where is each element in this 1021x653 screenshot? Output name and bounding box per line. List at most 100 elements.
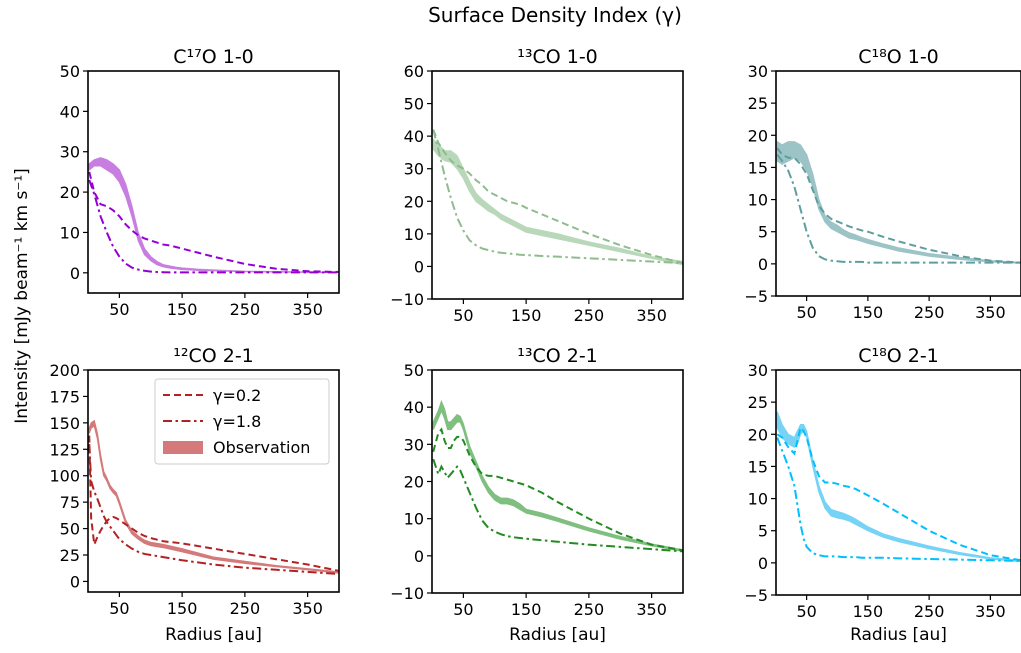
y-tick-label: 40 [404,398,424,417]
panel-title: C¹⁸O 2-1 [858,345,939,367]
axes-frame [431,369,684,594]
observation-band [88,419,339,574]
x-tick-label: 350 [975,303,1006,322]
y-tick-label: 20 [404,192,424,211]
y-tick-label: −10 [390,584,424,603]
y-tick-label: 30 [60,143,80,162]
legend-label: γ=1.8 [213,412,261,431]
y-tick-label: 15 [748,457,768,476]
series-line-gamma-0.2 [776,147,1021,264]
x-tick-label: 250 [914,303,945,322]
x-tick-label: 50 [796,303,816,322]
series-line-gamma-1.8 [776,437,1021,562]
y-tick-label: 25 [748,393,768,412]
axes-frame [431,70,684,300]
panel-plot-area [776,140,1021,264]
x-axis-label: Radius [au] [850,625,947,645]
x-tick-label: 150 [853,602,884,621]
panel-plot-area [776,411,1021,563]
series-line-gamma-1.8 [88,443,339,576]
series-line-gamma-1.8 [776,153,1021,264]
axes-frame [87,70,340,294]
figure-ylabel: Intensity [mJy beam⁻¹ km s⁻¹] [12,168,32,424]
y-tick-label: 0 [414,547,424,566]
y-tick-label: −10 [390,290,424,309]
figure-suptitle: Surface Density Index (γ) [428,3,682,27]
legend-label: γ=0.2 [213,386,261,405]
y-tick-label: 10 [60,223,80,242]
panel-title: ¹³CO 2-1 [517,345,598,367]
x-tick-label: 50 [796,602,816,621]
x-tick-label: 250 [574,306,605,325]
y-tick-label: 50 [404,361,424,380]
axes-frame [775,369,1021,596]
y-tick-label: 0 [70,264,80,283]
x-tick-label: 350 [636,600,667,619]
y-tick-label: 200 [49,361,80,380]
y-tick-label: 10 [748,490,768,509]
y-tick-label: 10 [404,510,424,529]
y-tick-label: 0 [70,572,80,591]
x-tick-label: 350 [292,300,323,319]
panel-title: C¹⁸O 1-0 [858,46,939,68]
legend: γ=0.2 γ=1.8 Observation [154,378,330,465]
y-tick-label: 20 [748,425,768,444]
y-tick-label: 20 [748,126,768,145]
y-tick-label: 60 [404,62,424,81]
x-tick-label: 350 [292,599,323,618]
y-tick-label: 25 [748,94,768,113]
series-line-gamma-1.8 [432,458,683,553]
series-line-gamma-0.2 [88,171,339,274]
y-tick-label: 100 [49,467,80,486]
legend-swatch-observation [163,441,203,454]
y-tick-label: −5 [744,287,768,306]
x-tick-label: 150 [167,300,198,319]
series-line-gamma-0.2 [776,425,1021,562]
y-tick-label: 150 [49,414,80,433]
y-tick-label: 30 [404,160,424,179]
y-tick-label: 25 [60,546,80,565]
x-tick-label: 50 [109,300,129,319]
series-line-gamma-0.2 [432,129,683,265]
x-tick-label: 250 [230,599,261,618]
y-tick-label: 0 [758,554,768,573]
series-line-gamma-0.2 [432,427,683,552]
y-tick-label: 5 [758,522,768,541]
y-tick-label: 30 [748,62,768,81]
panel-6: 50 150 250 350 −5 0 5 10 15 20 25 30 C¹⁸O 2-1 Radius … [744,345,1021,645]
x-tick-label: 150 [853,303,884,322]
y-tick-label: 0 [758,255,768,274]
y-tick-label: 50 [60,520,80,539]
legend-label: Observation [213,438,310,457]
series-line-gamma-1.8 [432,129,683,265]
x-axis-label: Radius [au] [509,625,606,645]
axes-frame [87,369,340,593]
observation-band [432,137,683,266]
x-tick-label: 150 [167,599,198,618]
x-tick-label: 250 [574,600,605,619]
x-axis-label: Radius [au] [165,625,262,645]
y-tick-label: 20 [404,473,424,492]
y-tick-label: 10 [748,191,768,210]
panel-2: 50 150 250 350 −10 0 10 20 30 40 50 60 ¹³CO 1-0 [390,46,684,325]
panel-plot-area [432,399,683,553]
y-tick-label: 50 [60,62,80,81]
y-tick-label: −5 [744,586,768,605]
observation-band [776,411,1021,563]
panel-title: ¹²CO 2-1 [173,345,254,367]
y-tick-label: 0 [414,257,424,276]
panel-plot-area [88,419,339,576]
panel-plot-area [432,129,683,266]
y-tick-label: 125 [49,440,80,459]
y-tick-label: 30 [404,435,424,454]
panel-3: 50 150 250 350 −5 0 5 10 15 20 25 30 C¹⁸O 1-0 [744,46,1021,322]
x-tick-label: 250 [230,300,261,319]
y-tick-label: 175 [49,387,80,406]
x-tick-label: 350 [975,602,1006,621]
panel-plot-area [88,157,339,274]
x-tick-label: 250 [914,602,945,621]
x-tick-label: 50 [453,306,473,325]
y-tick-label: 5 [758,223,768,242]
